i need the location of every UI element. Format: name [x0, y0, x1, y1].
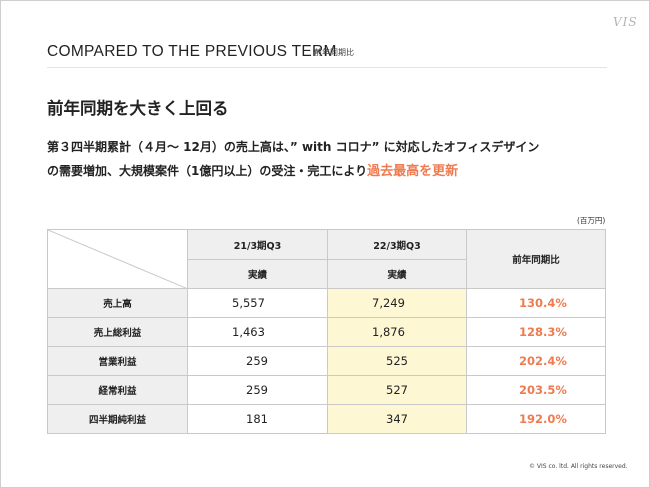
vis-logo: VIS — [613, 15, 638, 29]
row-label: 営業利益 — [47, 346, 188, 376]
body-highlight: 過去最高を更新 — [367, 164, 459, 179]
curr-value: 1,876 — [327, 317, 467, 347]
column-header-curr: 22/3期Q3 — [327, 229, 467, 260]
row-label: 四半期純利益 — [47, 404, 188, 434]
ratio-value: 202.4% — [466, 346, 606, 376]
table-row: 売上高 5,557 7,249 130.4% — [47, 288, 606, 318]
ratio-value: 192.0% — [466, 404, 606, 434]
subheader-curr: 実績 — [327, 259, 467, 289]
prev-value: 1,463 — [187, 317, 328, 347]
prev-value: 259 — [187, 375, 328, 405]
table-row: 売上総利益 1,463 1,876 128.3% — [47, 317, 606, 347]
subheader-prev: 実績 — [187, 259, 328, 289]
headline: 前年同期を大きく上回る — [47, 99, 229, 118]
page-title: COMPARED TO THE PREVIOUS TERM — [47, 43, 337, 60]
column-header-ratio: 前年同期比 — [466, 229, 606, 289]
column-header-prev: 21/3期Q3 — [187, 229, 328, 260]
prev-value: 181 — [187, 404, 328, 434]
table-row: 営業利益 259 525 202.4% — [47, 346, 606, 376]
ratio-value: 130.4% — [466, 288, 606, 318]
results-table: 21/3期Q3 22/3期Q3 前年同期比 実績 実績 売上高 5,557 7,… — [47, 229, 606, 434]
curr-value: 347 — [327, 404, 467, 434]
row-label: 売上総利益 — [47, 317, 188, 347]
ratio-value: 203.5% — [466, 375, 606, 405]
row-label: 経常利益 — [47, 375, 188, 405]
header-divider — [47, 67, 607, 68]
row-label: 売上高 — [47, 288, 188, 318]
copyright: © VIS co. ltd. All rights reserved. — [529, 463, 628, 470]
curr-value: 7,249 — [327, 288, 467, 318]
curr-value: 525 — [327, 346, 467, 376]
ratio-value: 128.3% — [466, 317, 606, 347]
table-corner-cell — [47, 229, 188, 289]
table-row: 四半期純利益 181 347 192.0% — [47, 404, 606, 434]
unit-label: (百万円) — [577, 216, 606, 225]
table-row: 経常利益 259 527 203.5% — [47, 375, 606, 405]
body-line-2-prefix: の需要増加、大規模案件（1億円以上）の受注・完工により — [47, 164, 368, 178]
prev-value: 259 — [187, 346, 328, 376]
diagonal-line — [48, 230, 188, 289]
curr-value: 527 — [327, 375, 467, 405]
body-text: 第３四半期累計（４月～ 12月）の売上高は、” with コロナ” に対応したオ… — [47, 135, 622, 184]
prev-value: 5,557 — [187, 288, 328, 318]
body-line-1: 第３四半期累計（４月～ 12月）の売上高は、” with コロナ” に対応したオ… — [47, 140, 540, 154]
body-line-2: の需要増加、大規模案件（1億円以上）の受注・完工により過去最高を更新 — [47, 159, 622, 184]
page-subtitle: 前年同期比 — [314, 48, 354, 57]
